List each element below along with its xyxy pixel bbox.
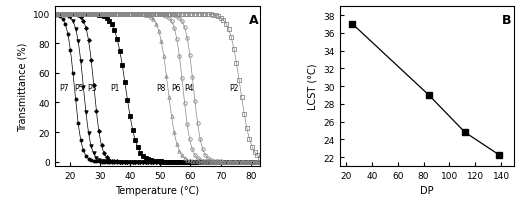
Text: A: A <box>248 13 258 27</box>
Text: P4: P4 <box>184 84 193 93</box>
Text: P1: P1 <box>111 84 120 93</box>
Text: P2: P2 <box>230 84 239 93</box>
Y-axis label: LCST (°C): LCST (°C) <box>307 64 317 110</box>
Text: P6: P6 <box>171 84 181 93</box>
Y-axis label: Transmittance (%): Transmittance (%) <box>17 42 27 131</box>
X-axis label: DP: DP <box>420 186 434 195</box>
Text: P8: P8 <box>157 84 166 93</box>
Text: P7: P7 <box>60 84 69 93</box>
Text: P3: P3 <box>87 84 97 93</box>
Text: B: B <box>502 13 512 27</box>
X-axis label: Temperature (°C): Temperature (°C) <box>115 186 199 195</box>
Text: P5: P5 <box>75 84 84 93</box>
